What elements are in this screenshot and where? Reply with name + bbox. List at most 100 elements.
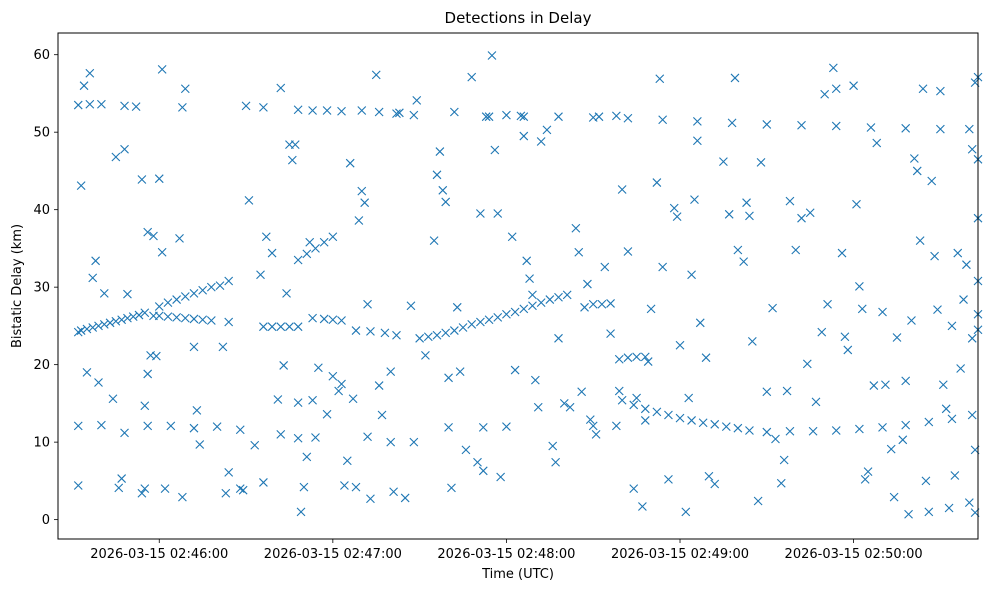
data-point	[267, 322, 277, 332]
data-point	[328, 371, 338, 381]
data-point	[730, 73, 740, 83]
data-point	[577, 387, 587, 397]
data-point	[632, 352, 642, 362]
data-point	[710, 419, 720, 429]
data-point	[302, 452, 312, 462]
data-point	[137, 488, 147, 498]
data-point	[134, 310, 144, 320]
data-point	[724, 209, 734, 219]
data-point	[947, 414, 957, 424]
data-point	[140, 484, 150, 494]
data-point	[154, 174, 164, 184]
data-point	[878, 307, 887, 317]
data-point	[583, 279, 592, 289]
data-point	[797, 120, 806, 130]
data-point	[85, 99, 95, 109]
data-point	[377, 410, 387, 420]
data-point	[964, 124, 974, 134]
data-point	[140, 401, 150, 411]
data-point	[82, 368, 92, 377]
data-point	[936, 86, 945, 96]
data-points	[73, 51, 983, 519]
data-point	[259, 103, 268, 112]
data-point	[256, 270, 265, 280]
data-point	[959, 295, 968, 304]
data-point	[554, 292, 563, 302]
data-point	[94, 378, 103, 387]
data-point	[73, 481, 83, 490]
data-point	[640, 352, 650, 362]
data-point	[221, 488, 231, 498]
data-point	[195, 440, 205, 449]
data-point	[467, 72, 477, 82]
data-point	[692, 136, 702, 146]
data-point	[904, 509, 913, 519]
data-point	[458, 323, 468, 332]
data-point	[687, 416, 696, 425]
data-point	[224, 467, 234, 477]
data-point	[351, 326, 361, 335]
data-point	[623, 113, 633, 123]
y-axis-label: Bistatic Delay (km)	[10, 224, 25, 348]
data-point	[447, 483, 456, 493]
data-point	[481, 112, 491, 122]
data-point	[912, 166, 922, 176]
data-point	[901, 420, 911, 430]
data-point	[250, 440, 260, 450]
data-point	[701, 353, 711, 363]
data-point	[111, 152, 121, 162]
data-point	[522, 256, 532, 266]
data-point	[611, 111, 621, 121]
data-point	[742, 198, 751, 208]
data-point	[614, 386, 624, 396]
data-point	[548, 441, 558, 451]
data-point	[669, 203, 679, 213]
data-point	[76, 326, 86, 335]
data-point	[756, 158, 766, 167]
data-point	[120, 101, 129, 111]
data-point	[279, 361, 289, 370]
data-point	[114, 483, 124, 493]
data-point	[487, 51, 497, 60]
data-point	[918, 84, 928, 94]
data-point	[606, 299, 615, 308]
data-point	[745, 211, 754, 221]
data-point	[490, 145, 500, 155]
data-point	[337, 316, 346, 325]
data-point	[198, 315, 208, 325]
data-point	[415, 333, 425, 343]
data-point	[820, 89, 830, 99]
data-point	[638, 502, 647, 511]
data-point	[322, 106, 332, 115]
data-point	[386, 437, 396, 447]
data-point	[354, 216, 364, 225]
data-point	[467, 319, 477, 329]
data-point	[739, 257, 749, 266]
data-point	[108, 394, 118, 404]
data-point	[623, 353, 633, 363]
y-tick-label: 60	[33, 48, 50, 63]
data-point	[386, 367, 396, 377]
data-point	[941, 404, 951, 414]
data-point	[308, 313, 317, 323]
data-point	[120, 144, 129, 154]
data-point	[111, 316, 121, 326]
y-tick-label: 50	[33, 126, 50, 141]
data-point	[151, 351, 161, 361]
data-point	[828, 63, 838, 73]
data-point	[328, 232, 338, 242]
data-point	[137, 175, 147, 184]
data-point	[519, 131, 529, 141]
data-point	[768, 303, 777, 313]
data-point	[617, 185, 627, 194]
data-point	[817, 327, 827, 337]
data-point	[441, 197, 451, 207]
data-point	[366, 494, 375, 504]
data-point	[632, 393, 642, 403]
data-point	[588, 421, 598, 431]
data-point	[779, 455, 789, 465]
data-point	[652, 178, 662, 187]
data-point	[406, 301, 416, 311]
data-point	[797, 213, 806, 223]
data-point	[692, 116, 702, 126]
